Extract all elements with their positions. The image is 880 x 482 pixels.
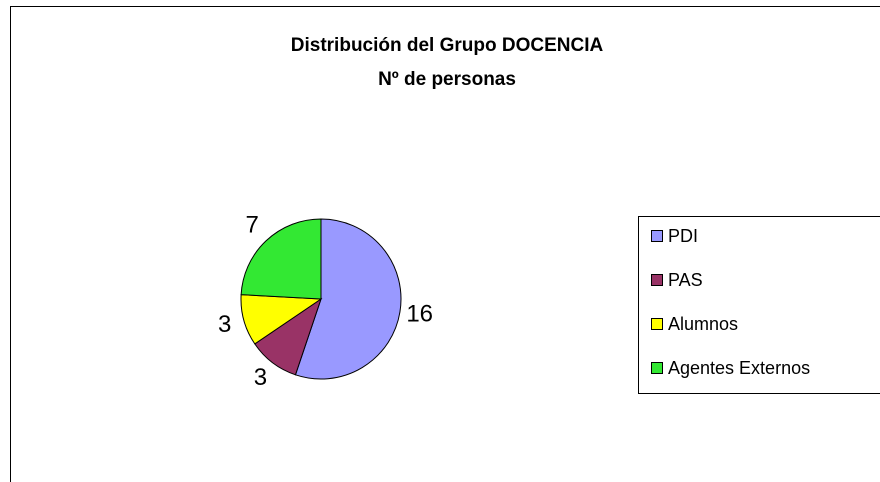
- chart-subtitle: Nº de personas: [378, 69, 516, 90]
- pie-slice: [294, 218, 402, 380]
- data-label: 3: [218, 311, 231, 338]
- legend-box: [638, 216, 880, 394]
- legend-label: Agentes Externos: [668, 358, 810, 378]
- legend-swatch: [651, 362, 663, 374]
- legend-swatch: [651, 230, 663, 242]
- legend-swatch: [651, 274, 663, 286]
- data-label: 16: [406, 301, 433, 328]
- data-label: 7: [246, 212, 259, 239]
- chart-title: Distribución del Grupo DOCENCIA: [291, 35, 604, 56]
- legend-label: PAS: [668, 270, 703, 290]
- legend-label: Alumnos: [668, 314, 738, 334]
- legend-label: PDI: [668, 226, 698, 246]
- pie-slice: [240, 218, 322, 300]
- data-label: 3: [254, 364, 267, 391]
- legend-swatch: [651, 318, 663, 330]
